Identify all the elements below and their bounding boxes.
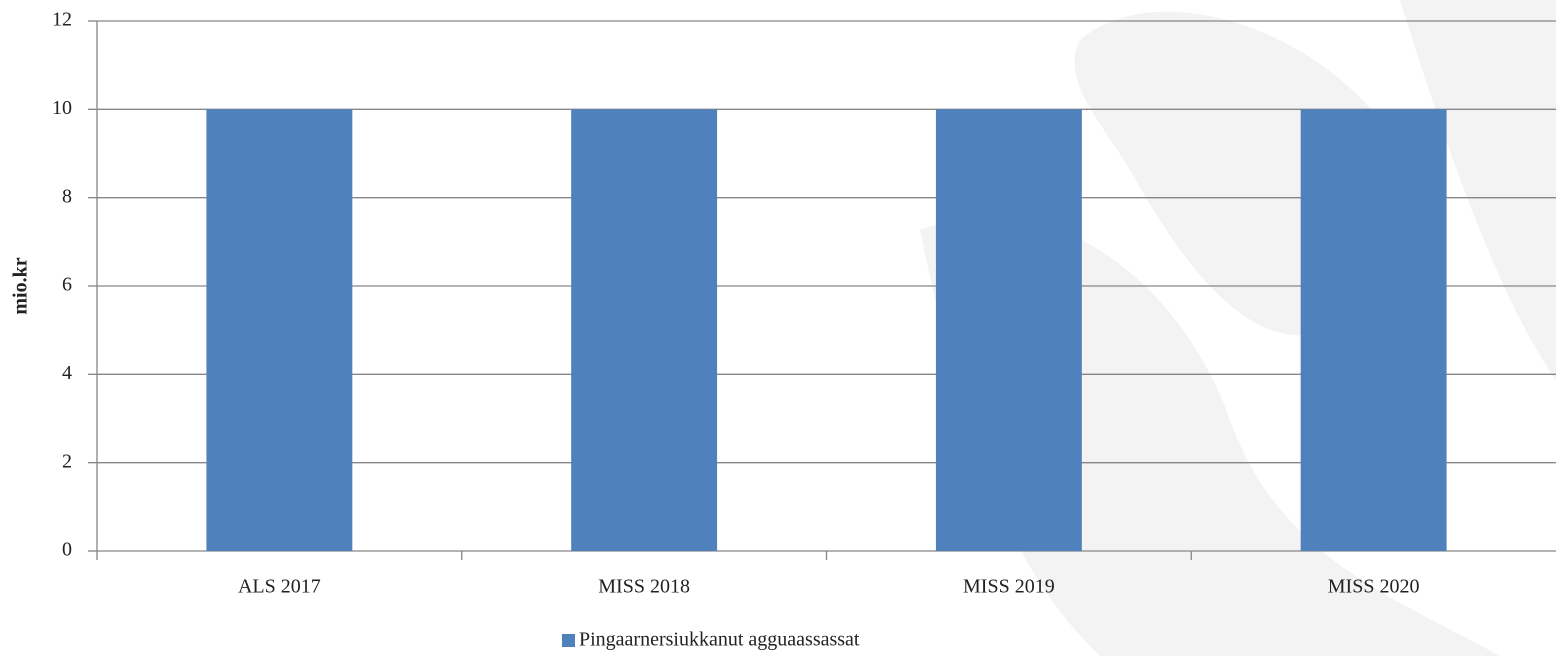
x-tick-label: MISS 2019	[963, 576, 1055, 598]
chart: mio.kr 0 2 4 6 8 10 12 ALS 2017 MISS 2018 MISS 20…	[0, 0, 1556, 656]
y-tick-label: 10	[52, 97, 72, 119]
x-tick-label: MISS 2018	[598, 576, 690, 598]
x-tick-label: ALS 2017	[238, 576, 321, 598]
bar	[571, 109, 717, 551]
y-tick-label: 6	[62, 274, 72, 296]
y-tick-label: 8	[62, 185, 72, 207]
y-tick-label: 0	[62, 539, 72, 561]
bar	[936, 109, 1082, 551]
y-tick-label: 4	[62, 362, 72, 384]
y-axis-label: mio.kr	[10, 257, 32, 314]
legend-label: Pingaarnersiukkanut agguaassassat	[579, 629, 860, 651]
x-tick-label: MISS 2020	[1328, 576, 1420, 598]
bar	[1301, 109, 1447, 551]
y-tick-label: 12	[52, 9, 72, 31]
legend-swatch	[562, 634, 575, 647]
bar	[206, 109, 352, 551]
y-tick-label: 2	[62, 450, 72, 472]
